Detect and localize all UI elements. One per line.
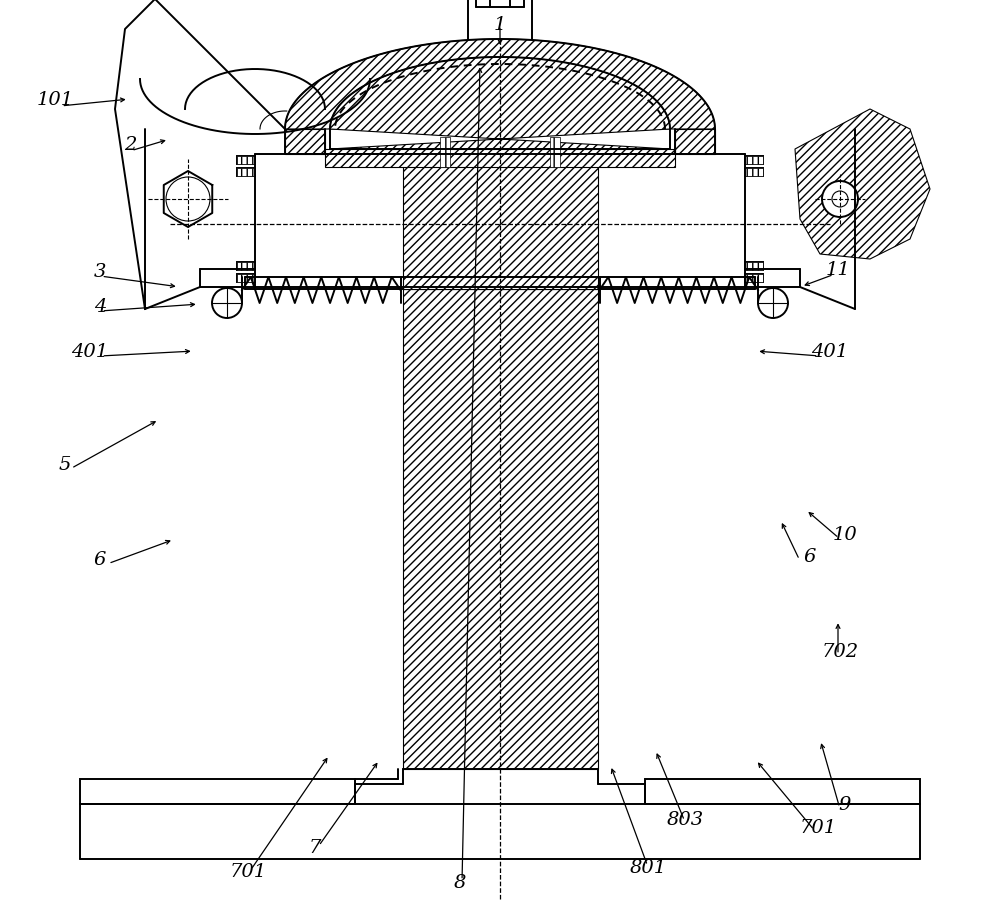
Polygon shape [745, 263, 763, 271]
Text: 401: 401 [811, 343, 849, 360]
Text: 2: 2 [124, 136, 136, 153]
Polygon shape [330, 58, 670, 150]
Circle shape [832, 192, 848, 208]
Text: 803: 803 [666, 811, 704, 828]
Polygon shape [285, 40, 715, 130]
Text: 1: 1 [494, 16, 506, 34]
Polygon shape [237, 263, 255, 271]
Polygon shape [745, 275, 763, 283]
Text: 401: 401 [71, 343, 109, 360]
Circle shape [212, 289, 242, 319]
Polygon shape [325, 150, 675, 168]
Text: 11: 11 [826, 261, 850, 278]
Text: 801: 801 [629, 858, 667, 876]
Text: 10: 10 [833, 526, 857, 543]
Polygon shape [402, 289, 598, 769]
Circle shape [166, 177, 210, 221]
Text: 7: 7 [309, 838, 321, 857]
Circle shape [822, 182, 858, 218]
Polygon shape [645, 779, 920, 804]
Text: 5: 5 [59, 456, 71, 473]
Text: 9: 9 [839, 795, 851, 813]
Polygon shape [440, 138, 450, 168]
Polygon shape [745, 169, 763, 176]
Text: 701: 701 [799, 818, 837, 836]
Text: 3: 3 [94, 263, 106, 280]
Polygon shape [675, 130, 715, 154]
Polygon shape [550, 138, 560, 168]
Text: 701: 701 [229, 862, 267, 880]
Polygon shape [745, 263, 763, 271]
Polygon shape [237, 157, 255, 165]
Circle shape [758, 289, 788, 319]
Polygon shape [237, 169, 255, 176]
Polygon shape [745, 275, 763, 283]
Polygon shape [237, 263, 255, 271]
Text: 702: 702 [821, 642, 859, 660]
Polygon shape [795, 110, 930, 260]
Polygon shape [237, 157, 255, 165]
Text: 101: 101 [36, 91, 74, 108]
Polygon shape [237, 275, 255, 283]
Text: 6: 6 [94, 550, 106, 568]
Polygon shape [237, 169, 255, 176]
Polygon shape [237, 275, 255, 283]
Polygon shape [745, 169, 763, 176]
Text: 4: 4 [94, 298, 106, 315]
Polygon shape [402, 154, 598, 289]
Polygon shape [285, 130, 325, 154]
Polygon shape [80, 779, 355, 804]
Polygon shape [745, 157, 763, 165]
Polygon shape [745, 157, 763, 165]
Text: 8: 8 [454, 873, 466, 891]
Text: 6: 6 [804, 548, 816, 565]
